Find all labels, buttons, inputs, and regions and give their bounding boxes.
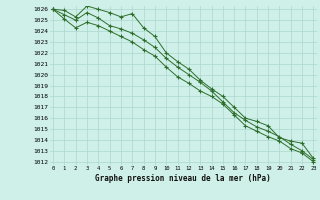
X-axis label: Graphe pression niveau de la mer (hPa): Graphe pression niveau de la mer (hPa) bbox=[95, 174, 271, 183]
